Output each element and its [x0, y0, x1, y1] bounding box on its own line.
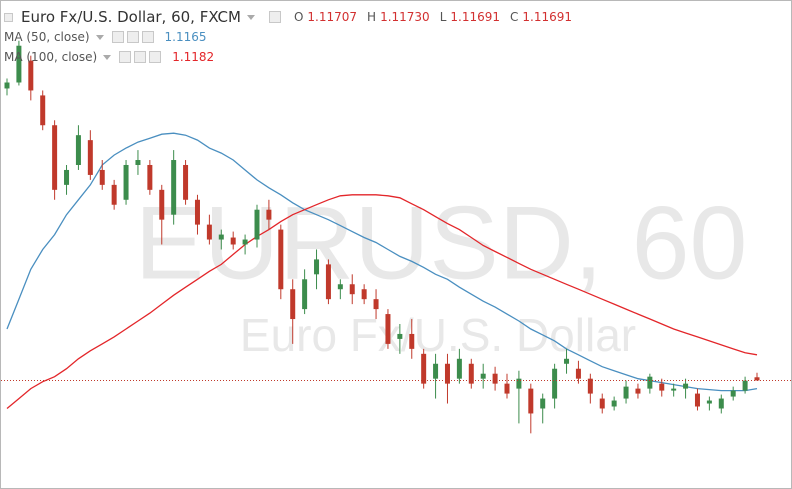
indicator-name: MA (100, close) — [4, 50, 98, 64]
candle-body — [540, 398, 546, 409]
candle-body — [302, 279, 308, 310]
candle-body — [671, 388, 677, 391]
candle-body — [135, 160, 141, 165]
ohlc-key: O — [293, 10, 304, 24]
candle-body — [456, 358, 462, 379]
candle-body — [742, 380, 748, 391]
candle-body — [278, 229, 284, 290]
candle-body — [480, 373, 486, 379]
dropdown[interactable] — [103, 54, 112, 60]
watermark: EURUSD, 60 — [135, 185, 748, 301]
ohlc-value: 1.11707 — [307, 10, 358, 24]
candle-body — [40, 95, 46, 126]
candle-body — [242, 239, 248, 245]
candle-body — [230, 237, 236, 245]
watermark-subtitle: Euro Fx/U.S. Dollar — [240, 309, 636, 361]
ohlc: O 1.11707 H 1.11730 L 1.11691 C 1.11691 — [284, 10, 572, 24]
candle-body — [28, 60, 34, 91]
candle-body — [564, 358, 570, 364]
candle-body — [468, 363, 474, 384]
candle-body — [730, 390, 736, 397]
indicator-value: 1.1165 — [164, 30, 207, 44]
candle-body — [361, 289, 367, 300]
candle-body — [4, 82, 10, 89]
candle-body — [647, 376, 653, 389]
candle-body — [587, 378, 593, 394]
candle-body — [99, 169, 105, 185]
ohlc-key: C — [510, 10, 519, 24]
candle-body — [314, 259, 320, 275]
candle-body — [492, 373, 498, 384]
candle-body — [52, 125, 58, 190]
candle-body — [635, 388, 641, 394]
ohlc-key: H — [367, 10, 377, 24]
candle-body — [504, 383, 510, 394]
symbol-title[interactable]: Euro Fx/U.S. Dollar, 60, FXCM — [21, 8, 241, 26]
close-icon[interactable] — [141, 31, 154, 43]
candle-body — [599, 398, 605, 409]
candle-body — [218, 234, 224, 240]
close-icon[interactable] — [149, 51, 162, 63]
candle-body — [516, 378, 522, 389]
candle-body — [266, 209, 272, 220]
candle-body — [290, 289, 296, 320]
candle-body — [373, 299, 379, 310]
candle-body — [75, 135, 81, 165]
candle-body — [337, 284, 343, 290]
moving-average-line — [6, 194, 758, 409]
candle-body — [683, 383, 689, 389]
candle-body — [421, 353, 427, 384]
eye-icon[interactable] — [111, 31, 124, 43]
candle-body — [385, 314, 391, 344]
ohlc-value: 1.11730 — [380, 10, 430, 24]
indicator-row: MA (50, close) 1.1165 — [4, 30, 207, 44]
dropdown[interactable] — [95, 34, 104, 40]
candle-body — [254, 209, 260, 240]
header-row: Euro Fx/U.S. Dollar, 60, FXCM O 1.11707 H 1… — [4, 8, 572, 26]
candle-body — [183, 164, 189, 200]
candle-body — [754, 377, 760, 381]
moving-average-line — [6, 132, 758, 392]
candle-body — [611, 400, 617, 407]
candle-body — [147, 164, 153, 190]
indicator-value: 1.1182 — [172, 50, 215, 64]
settings-icon[interactable] — [134, 51, 147, 63]
settings-icon[interactable] — [268, 11, 281, 23]
candle-body — [694, 393, 700, 407]
candle-body — [123, 164, 129, 200]
candle-body — [87, 140, 93, 175]
candle-body — [659, 383, 665, 391]
candle-body — [718, 398, 724, 409]
candle-body — [433, 363, 439, 379]
candle-body — [528, 388, 534, 414]
candle-body — [706, 400, 712, 404]
ohlc-value: 1.11691 — [450, 10, 500, 24]
candle-body — [64, 169, 70, 185]
candle-body — [194, 199, 200, 225]
indicator-row: MA (100, close) 1.1182 — [4, 50, 214, 64]
candle-body — [552, 368, 558, 399]
candle-body — [623, 386, 629, 399]
collapse-icon[interactable] — [4, 12, 13, 22]
candle-body — [444, 363, 450, 384]
candle-body — [349, 284, 355, 295]
candle-body — [111, 184, 117, 205]
candle-body — [16, 45, 22, 83]
candle-body — [159, 189, 165, 220]
candle-body — [397, 333, 403, 339]
candle-body — [575, 368, 581, 379]
eye-icon[interactable] — [119, 51, 132, 63]
candle-body — [206, 224, 212, 240]
ohlc-value: 1.11691 — [522, 10, 573, 24]
candle-body — [409, 333, 415, 349]
dropdown[interactable] — [246, 14, 255, 20]
candle-body — [325, 264, 331, 300]
candle-body — [171, 160, 177, 215]
settings-icon[interactable] — [126, 31, 139, 43]
indicator-name: MA (50, close) — [4, 30, 90, 44]
ohlc-key: L — [439, 10, 447, 24]
